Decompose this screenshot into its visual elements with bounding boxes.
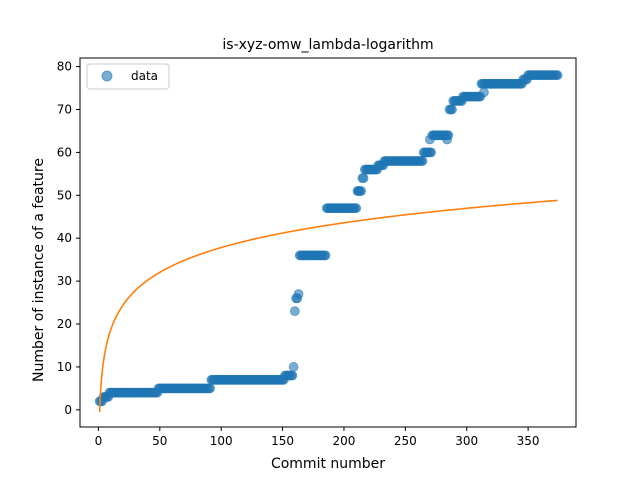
data-point: [417, 156, 428, 166]
data-point: [320, 250, 331, 261]
y-tick-label: 40: [57, 231, 72, 245]
x-tick-label: 100: [210, 434, 233, 448]
data-point: [443, 130, 454, 141]
data-point: [287, 370, 298, 381]
data-point: [356, 186, 367, 196]
data-point: [426, 147, 437, 158]
x-tick-label: 250: [394, 434, 417, 448]
data-point: [205, 383, 216, 394]
data-point: [358, 173, 369, 184]
data-point: [288, 362, 299, 372]
data-point: [479, 87, 489, 98]
plot-series-group: [94, 70, 563, 413]
plot-area: [94, 70, 563, 413]
y-tick-label: 60: [57, 145, 72, 159]
data-point: [289, 306, 300, 317]
legend-label-data: data: [131, 69, 158, 83]
data-point: [447, 104, 457, 115]
y-tick-label: 50: [57, 188, 72, 202]
data-point: [351, 203, 362, 214]
legend-marker: [101, 70, 113, 82]
axes-frame: [79, 57, 577, 428]
x-tick-label: 0: [95, 434, 103, 448]
y-tick-label: 80: [57, 60, 72, 74]
x-tick-label: 150: [271, 434, 294, 448]
legend: data: [86, 63, 170, 90]
x-tick-label: 350: [517, 434, 540, 448]
y-axis-title: Number of instance of a feature: [31, 158, 47, 382]
x-tick-label: 200: [333, 434, 356, 448]
y-tick-label: 20: [57, 317, 72, 331]
x-tick-label: 300: [455, 434, 478, 448]
y-tick-label: 30: [57, 274, 72, 288]
data-point: [293, 289, 304, 299]
axes: 0 50 100 150 200 250 300 350 0 10 20 30 40 50 60 70 80: [57, 57, 577, 448]
x-tick-label: 50: [152, 434, 167, 448]
y-tick-label: 70: [57, 102, 72, 116]
fit-curve-line: [98, 199, 558, 413]
y-tick-label: 10: [57, 360, 72, 374]
legend-frame: [86, 63, 170, 90]
x-axis-title: Commit number: [271, 456, 385, 472]
chart-title: is-xyz-omw_lambda-logarithm: [222, 37, 433, 53]
data-point: [552, 70, 563, 81]
y-tick-label: 0: [64, 403, 72, 417]
